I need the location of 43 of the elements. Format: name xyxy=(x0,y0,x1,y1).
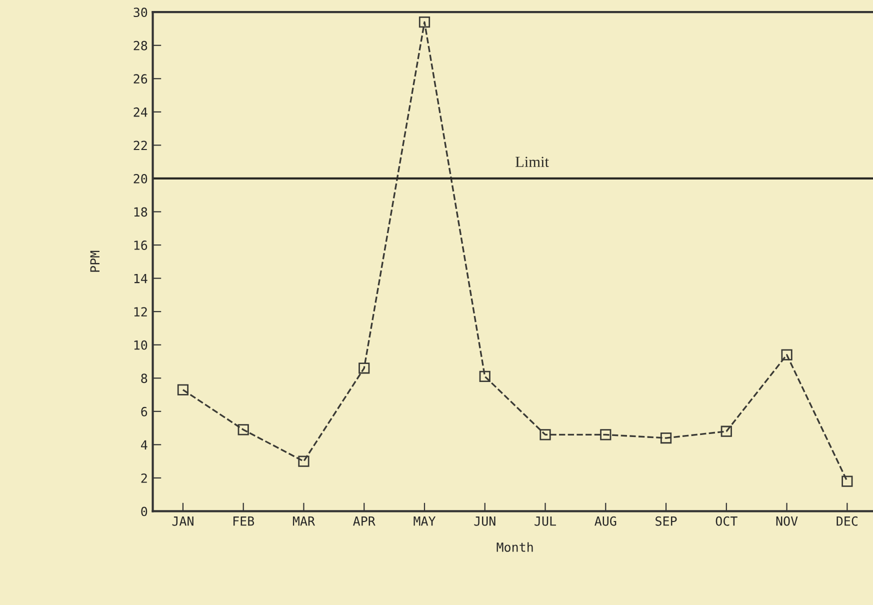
x-tick-label: APR xyxy=(353,516,376,526)
x-tick-label: AUG xyxy=(594,516,616,526)
y-tick-label: 22 xyxy=(134,140,147,150)
y-tick-label: 24 xyxy=(134,107,148,117)
point xyxy=(842,476,853,487)
x-tick-label: NOV xyxy=(776,516,798,526)
point xyxy=(358,362,370,374)
y-tick-label: 26 xyxy=(134,74,148,84)
x-tick-label: MAY xyxy=(414,516,436,526)
y-tick-label: 10 xyxy=(134,340,148,350)
x-tick-label: OCT xyxy=(716,516,738,526)
ref-line-label: Limit xyxy=(516,156,549,168)
y-tick-label: 12 xyxy=(134,307,147,316)
y-axis-title: PPM xyxy=(90,250,100,272)
y-tick-label: 16 xyxy=(134,240,148,250)
x-tick-label: SEP xyxy=(656,516,677,526)
x-tick-label: MAR xyxy=(292,516,316,526)
point xyxy=(177,384,189,396)
y-tick-label: 0 xyxy=(141,506,148,516)
x-tick-label: JUL xyxy=(534,516,556,526)
point xyxy=(418,16,430,28)
point xyxy=(781,349,792,360)
x-tick-label: FEB xyxy=(233,516,254,526)
point xyxy=(540,429,551,440)
point xyxy=(298,456,310,467)
point xyxy=(600,429,612,440)
y-tick-label: 28 xyxy=(134,40,148,50)
y-tick-label: 20 xyxy=(134,174,148,184)
point xyxy=(720,426,732,437)
point xyxy=(238,424,249,436)
y-tick-label: 14 xyxy=(134,274,148,284)
y-tick-label: 18 xyxy=(134,207,148,217)
y-tick-label: 4 xyxy=(141,440,148,450)
y-tick-label: 2 xyxy=(141,473,147,483)
point xyxy=(660,432,672,444)
y-tick-label: 6 xyxy=(141,406,148,416)
x-tick-label: JAN xyxy=(172,516,194,526)
x-axis-title: Month xyxy=(496,542,533,552)
y-tick-label: 30 xyxy=(134,8,148,18)
y-tick-label: 8 xyxy=(141,374,148,384)
point xyxy=(479,370,490,382)
x-tick-label: JUN xyxy=(474,516,496,526)
x-tick-label: DEC xyxy=(836,516,858,526)
